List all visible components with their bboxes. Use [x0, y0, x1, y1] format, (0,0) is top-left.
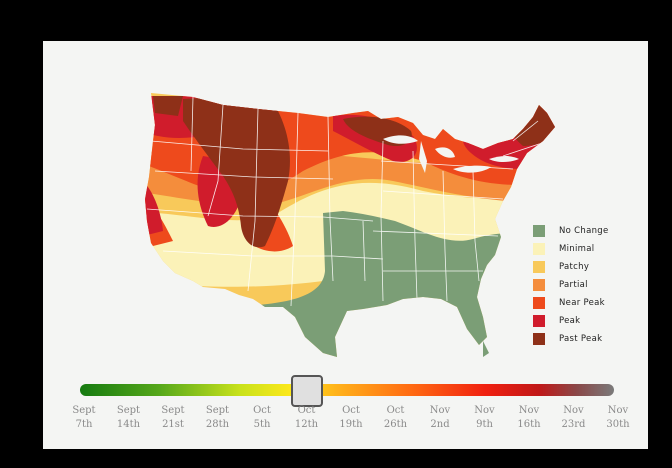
date-day: 5th: [253, 419, 271, 430]
legend-item: Peak: [533, 312, 609, 330]
date-day: 19th: [339, 419, 363, 430]
timeline-date-label[interactable]: Sept 7th: [54, 404, 114, 432]
date-month: Sept: [205, 405, 230, 416]
timeline-date-label[interactable]: Nov 30th: [588, 404, 648, 432]
date-day: 14th: [116, 419, 141, 430]
timeline-date-label[interactable]: Sept 28th: [188, 404, 248, 432]
date-day: 16th: [517, 419, 541, 430]
timeline-date-label[interactable]: Oct 5th: [232, 404, 292, 432]
legend-swatch: [533, 279, 545, 291]
date-day: 30th: [606, 419, 630, 430]
timeline-date-label[interactable]: Oct 26th: [366, 404, 426, 432]
legend-label: Patchy: [559, 262, 590, 272]
timeline-thumb[interactable]: [290, 375, 323, 407]
date-month: Oct: [297, 405, 316, 416]
legend-swatch: [533, 333, 545, 345]
legend-swatch: [533, 297, 545, 309]
date-day: 7th: [75, 419, 93, 430]
legend-item: Minimal: [533, 240, 609, 258]
legend-label: Past Peak: [559, 334, 603, 344]
timeline-date-label[interactable]: Nov 9th: [455, 404, 515, 432]
timeline-date-label[interactable]: Nov 2nd: [410, 404, 470, 432]
legend-item: No Change: [533, 222, 609, 240]
timeline-track[interactable]: [80, 384, 614, 396]
legend-label: Peak: [559, 316, 581, 326]
legend-swatch: [533, 261, 545, 273]
timeline-date-label[interactable]: Oct 12th: [277, 404, 337, 432]
date-day: 9th: [476, 419, 493, 430]
date-day: 28th: [205, 419, 230, 430]
timeline-date-label[interactable]: Oct 19th: [321, 404, 381, 432]
date-day: 21st: [162, 419, 184, 430]
legend-item: Near Peak: [533, 294, 609, 312]
legend-label: No Change: [559, 226, 609, 236]
foliage-map-panel: No Change Minimal Patchy Partial Near Peak Pe…: [43, 41, 648, 449]
legend-swatch: [533, 243, 545, 255]
timeline-date-label[interactable]: Nov 16th: [499, 404, 559, 432]
legend-item: Past Peak: [533, 330, 609, 348]
legend: No Change Minimal Patchy Partial Near Peak Pe…: [533, 222, 609, 348]
date-month: Nov: [474, 405, 495, 416]
date-month: Oct: [253, 405, 271, 416]
legend-item: Partial: [533, 276, 609, 294]
date-day: 12th: [294, 419, 319, 430]
legend-swatch: [533, 315, 545, 327]
legend-item: Patchy: [533, 258, 609, 276]
timeline-date-label[interactable]: Sept 14th: [99, 404, 159, 432]
legend-swatch: [533, 225, 545, 237]
date-month: Sept: [161, 405, 185, 416]
date-month: Nov: [518, 405, 540, 416]
date-month: Sept: [116, 405, 141, 416]
date-month: Oct: [342, 405, 360, 416]
date-month: Sept: [72, 405, 96, 416]
timeline-date-label[interactable]: Nov 23rd: [544, 404, 604, 432]
legend-label: Partial: [559, 280, 588, 290]
date-day: 2nd: [430, 419, 450, 430]
date-day: 26th: [383, 419, 408, 430]
us-foliage-map: [145, 93, 555, 357]
timeline-slider[interactable]: [80, 375, 614, 407]
date-month: Oct: [386, 405, 405, 416]
date-month: Nov: [429, 405, 451, 416]
date-month: Nov: [563, 405, 584, 416]
timeline-date-label[interactable]: Sept 21st: [143, 404, 203, 432]
legend-label: Minimal: [559, 244, 595, 254]
timeline-dates: Sept 7th Sept 14th Sept 21st Sept 28th Oct 5th Oct…: [43, 404, 648, 434]
date-day: 23rd: [561, 419, 586, 430]
date-month: Nov: [607, 405, 629, 416]
legend-label: Near Peak: [559, 298, 605, 308]
